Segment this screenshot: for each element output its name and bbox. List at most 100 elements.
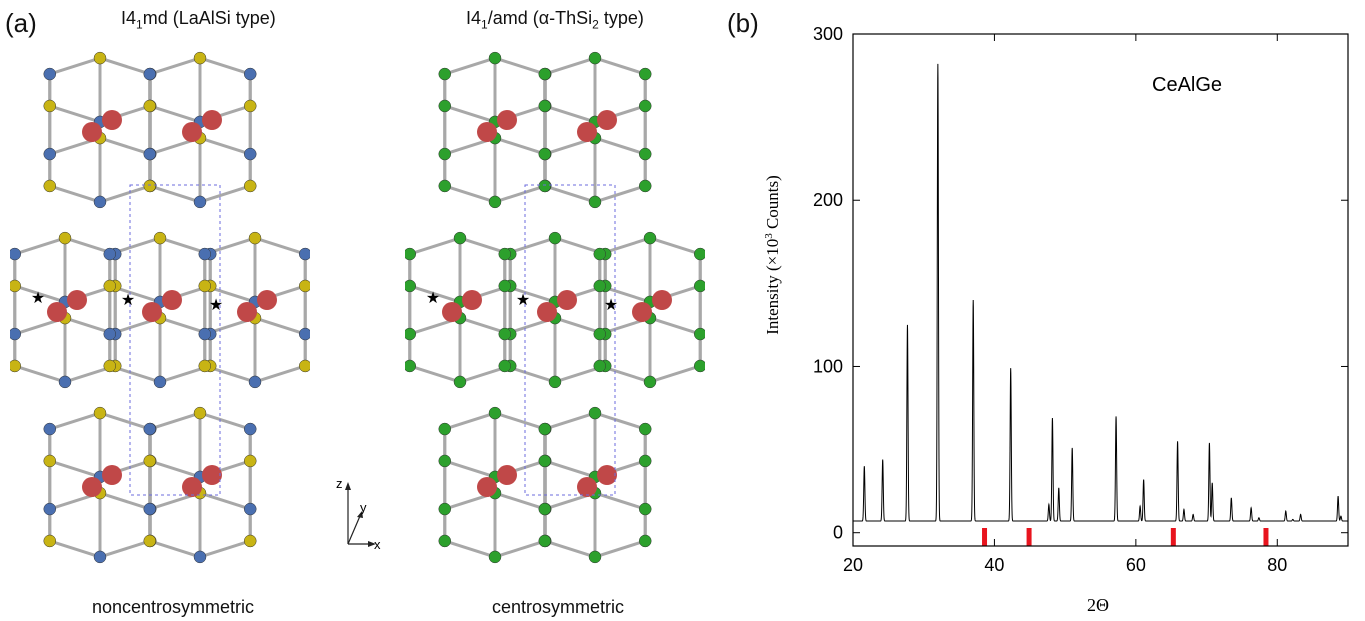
lattice-atom: [538, 67, 552, 81]
lattice-atom: [243, 67, 257, 81]
x-tick-label: 40: [984, 555, 1004, 575]
bond: [594, 539, 646, 559]
unit-cell-box: [524, 184, 616, 496]
lattice-atom: [405, 327, 417, 341]
lattice-atom: [10, 327, 22, 341]
rare-earth-atom: [557, 290, 577, 310]
lattice-atom: [453, 375, 467, 389]
reflection-marker: [1170, 528, 1176, 546]
rare-earth-atom: [477, 477, 497, 497]
lattice-atom: [243, 147, 257, 161]
lattice-atom: [143, 99, 157, 113]
xrd-pattern-chart: 20 40 60 80 0 100 200 300 CeAlGe Intensity (×10…: [763, 24, 1349, 615]
lattice-atom: [198, 327, 212, 341]
right-structure-caption: centrosymmetric: [492, 597, 625, 617]
right-title-prefix: I4: [466, 8, 482, 28]
y-axis-arrow: [357, 511, 363, 518]
lattice-atom: [193, 550, 207, 564]
lattice-atom: [43, 147, 57, 161]
lattice-atom: [298, 359, 310, 373]
lattice-atom: [198, 279, 212, 293]
bond: [49, 104, 101, 124]
bond: [254, 236, 306, 256]
bond: [409, 284, 461, 304]
lattice-atom: [153, 375, 167, 389]
bond: [49, 459, 101, 479]
y-tick-label: 0: [833, 523, 843, 543]
bond: [649, 316, 701, 336]
inversion-center-star: ★: [31, 290, 45, 307]
x-tick-label: 20: [843, 555, 863, 575]
rare-earth-atom: [597, 465, 617, 485]
lattice-atom: [453, 231, 467, 245]
bond: [14, 364, 66, 384]
bond: [494, 539, 546, 559]
lattice-atom: [93, 195, 107, 209]
y-axis-title-main: Intensity (×10: [763, 239, 782, 335]
lattice-atom: [243, 534, 257, 548]
lattice-atom: [103, 359, 117, 373]
unit-cell-box: [129, 184, 221, 496]
lattice-atom: [548, 375, 562, 389]
lattice-atom: [593, 247, 607, 261]
bond: [594, 411, 646, 431]
rare-earth-atom: [442, 302, 462, 322]
rare-earth-atom: [577, 122, 597, 142]
lattice-atom: [58, 231, 72, 245]
bond: [494, 411, 546, 431]
lattice-atom: [638, 67, 652, 81]
xrd-intensity-line: [853, 63, 1348, 522]
lattice-atom: [43, 422, 57, 436]
lattice-atom: [538, 422, 552, 436]
x-axis-title: 2Θ: [1087, 595, 1109, 615]
rare-earth-atom: [497, 465, 517, 485]
lattice-atom: [438, 147, 452, 161]
inversion-center-star: ★: [121, 292, 135, 309]
lattice-atom: [538, 534, 552, 548]
lattice-atom: [405, 279, 417, 293]
lattice-atom: [143, 67, 157, 81]
lattice-atom: [143, 422, 157, 436]
y-axis-title-tail: Counts): [763, 175, 782, 233]
bond: [444, 459, 496, 479]
lattice-atom: [638, 422, 652, 436]
lattice-atom: [548, 231, 562, 245]
y-tick-label: 300: [813, 24, 843, 44]
bond: [99, 184, 151, 204]
lattice-atom: [593, 279, 607, 293]
lattice-atom: [43, 534, 57, 548]
rare-earth-atom: [597, 110, 617, 130]
lattice-atom: [198, 247, 212, 261]
bond: [149, 184, 201, 204]
lattice-atom: [588, 51, 602, 65]
lattice-atom: [488, 406, 502, 420]
bond: [199, 491, 251, 511]
left-title-sub: 1: [136, 17, 143, 32]
panel-b-label: (b): [727, 8, 759, 38]
rare-earth-atom: [202, 465, 222, 485]
lattice-atom: [438, 454, 452, 468]
lattice-atom: [488, 195, 502, 209]
rare-earth-atom: [202, 110, 222, 130]
lattice-atom: [593, 359, 607, 373]
lattice-atom: [93, 406, 107, 420]
bond: [444, 56, 496, 76]
lattice-atom: [298, 279, 310, 293]
x-axis-arrow: [368, 541, 376, 547]
rare-earth-atom: [67, 290, 87, 310]
lattice-atom: [538, 502, 552, 516]
bond: [14, 236, 66, 256]
bond: [199, 411, 251, 431]
lattice-atom: [638, 534, 652, 548]
rare-earth-atom: [652, 290, 672, 310]
unit-cell: [524, 184, 616, 496]
bond: [594, 56, 646, 76]
bond: [99, 136, 151, 156]
bond: [594, 184, 646, 204]
unit-cell: [129, 184, 221, 496]
bond: [494, 136, 546, 156]
bond: [199, 56, 251, 76]
bond: [494, 56, 546, 76]
bond: [199, 184, 251, 204]
lattice-atom: [538, 179, 552, 193]
